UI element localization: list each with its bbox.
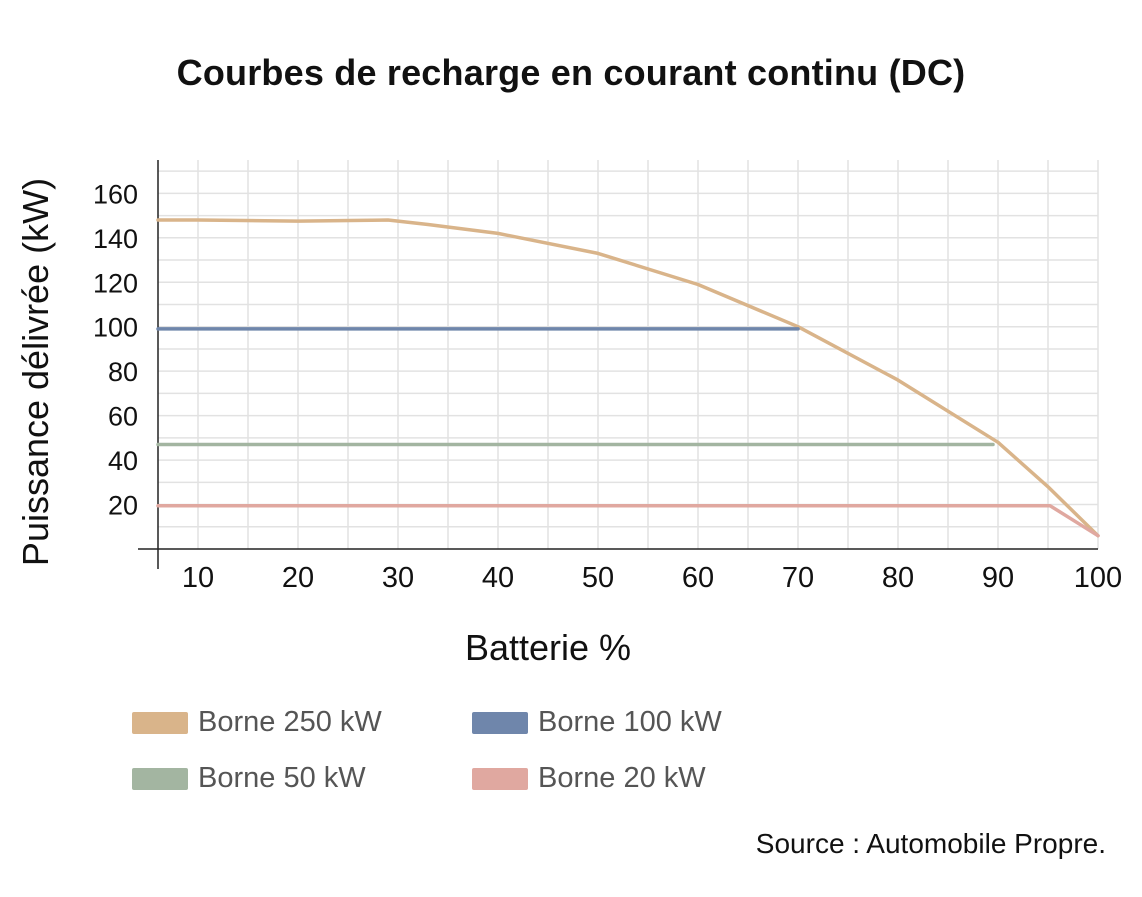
x-axis-label: Batterie % — [465, 627, 631, 668]
axes — [138, 160, 1098, 569]
chart-title: Courbes de recharge en courant continu (… — [176, 52, 966, 93]
y-tick-label: 100 — [93, 313, 138, 343]
legend-label: Borne 20 kW — [538, 762, 706, 794]
series-line-3 — [156, 503, 1100, 538]
y-axis-label: Puissance délivrée (kW) — [15, 178, 56, 566]
grid — [158, 160, 1099, 549]
x-tick-label: 70 — [782, 562, 814, 594]
legend-swatch — [472, 767, 528, 790]
x-tick-label: 50 — [582, 562, 614, 594]
x-tick-label: 10 — [182, 562, 214, 594]
legend-label: Borne 100 kW — [538, 706, 722, 738]
series-line-0 — [156, 218, 1100, 538]
x-tick-label: 100 — [1074, 562, 1122, 594]
legend-label: Borne 250 kW — [198, 706, 382, 738]
legend-item-borne-20: Borne 20 kW — [472, 762, 706, 795]
x-tick-label: 80 — [882, 562, 914, 594]
legend-item-borne-50: Borne 50 kW — [132, 762, 366, 795]
x-tick-label: 90 — [982, 562, 1014, 594]
x-tick-label: 30 — [382, 562, 414, 594]
tick-labels: 10 20 30 40 50 60 70 80 90 100 20 40 60 80 100 120 140 16… — [93, 179, 1122, 594]
y-tick-label: 80 — [108, 357, 138, 387]
legend-swatch — [132, 767, 188, 790]
y-tick-label: 160 — [93, 179, 138, 209]
legend-label: Borne 50 kW — [198, 762, 366, 794]
source-note: Source : Automobile Propre. — [755, 828, 1106, 859]
y-tick-label: 40 — [108, 446, 138, 476]
y-tick-label: 60 — [108, 402, 138, 432]
y-tick-label: 20 — [108, 491, 138, 521]
y-tick-label: 140 — [93, 224, 138, 254]
legend-item-borne-250: Borne 250 kW — [132, 706, 382, 739]
legend-item-borne-100: Borne 100 kW — [472, 706, 722, 739]
legend: Borne 250 kW Borne 100 kW Borne 50 kW Bo… — [132, 706, 832, 816]
x-tick-label: 20 — [282, 562, 314, 594]
series-lines — [156, 218, 1100, 538]
x-tick-label: 40 — [482, 562, 514, 594]
legend-swatch — [132, 711, 188, 734]
x-tick-label: 60 — [682, 562, 714, 594]
legend-swatch — [472, 711, 528, 734]
y-tick-label: 120 — [93, 268, 138, 298]
